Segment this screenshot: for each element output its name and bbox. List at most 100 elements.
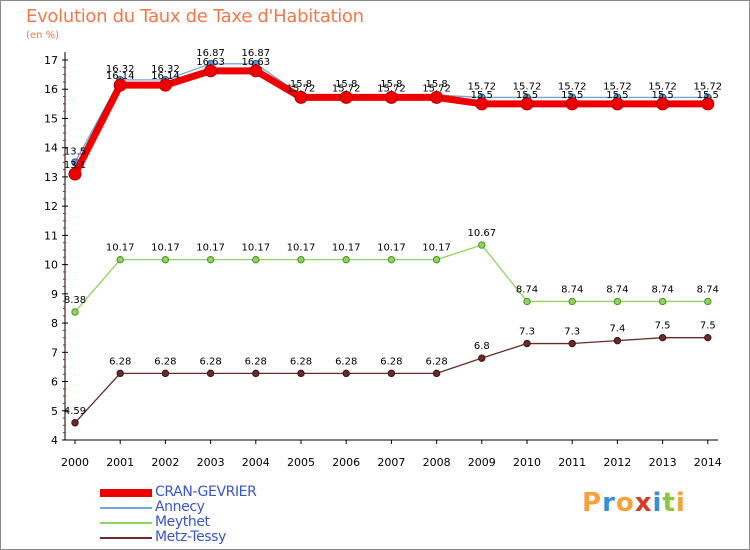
y-tick-label: 7 bbox=[51, 346, 58, 359]
y-tick-label: 4 bbox=[51, 434, 58, 447]
annecy-data-label: 16.87 bbox=[196, 48, 225, 59]
meythet-line bbox=[74, 244, 708, 313]
metz-tessy-data-label: 6.28 bbox=[245, 356, 267, 367]
logo-letter: o bbox=[615, 488, 635, 518]
meythet-point bbox=[116, 255, 124, 264]
y-tick-label: 15 bbox=[44, 112, 58, 125]
annecy-data-label: 15.8 bbox=[380, 79, 402, 90]
meythet-point bbox=[523, 297, 531, 306]
legend-label: Annecy bbox=[155, 499, 205, 515]
cran-gevrier-data-label: 15.72 bbox=[422, 83, 451, 94]
x-tick-label: 2002 bbox=[151, 456, 179, 469]
cran-gevrier-point bbox=[294, 90, 308, 104]
meythet-data-label: 10.17 bbox=[196, 243, 225, 254]
meythet-point bbox=[161, 255, 170, 264]
x-tick-label: 2006 bbox=[332, 456, 360, 469]
cran-gevrier-point bbox=[113, 78, 127, 92]
metz-tessy-data-label: 6.28 bbox=[380, 356, 402, 367]
metz-tessy-point bbox=[568, 339, 576, 348]
cran-gevrier-point bbox=[520, 97, 534, 111]
cran-gevrier-point bbox=[249, 64, 263, 78]
x-tick-label: 2003 bbox=[197, 456, 225, 469]
metz-tessy-point bbox=[658, 333, 667, 342]
line-chart: 4 5 6 7 8 9 10 11 12 13 14 15 16 17 2000 2001 2002 2003 20… bbox=[44, 48, 722, 469]
legend-swatch bbox=[100, 488, 152, 497]
cran-gevrier-data-label: 15.5 bbox=[651, 90, 673, 101]
logo-letter: t bbox=[662, 488, 676, 518]
legend-item: Metz-Tessy bbox=[100, 530, 256, 545]
meythet-data-label: 8.74 bbox=[651, 284, 673, 295]
metz-tessy-data-label: 7.3 bbox=[519, 327, 535, 338]
x-tick-label: 2001 bbox=[106, 456, 134, 469]
annecy-data-label: 13.5 bbox=[64, 146, 86, 157]
meythet-data-label: 8.74 bbox=[561, 284, 583, 295]
x-tick-label: 2007 bbox=[377, 456, 405, 469]
metz-tessy-data-label: 6.28 bbox=[109, 356, 131, 367]
metz-tessy-data-label: 6.8 bbox=[474, 341, 490, 352]
x-tick-label: 2012 bbox=[603, 456, 631, 469]
y-tick-label: 6 bbox=[51, 376, 58, 389]
logo-letter: i bbox=[652, 488, 663, 518]
metz-tessy-point bbox=[206, 369, 215, 378]
chart-series bbox=[68, 59, 715, 427]
legend-swatch bbox=[100, 521, 152, 524]
meythet-data-label: 10.17 bbox=[106, 243, 135, 254]
meythet-data-label: 10.17 bbox=[422, 243, 451, 254]
cran-gevrier-data-label: 16.63 bbox=[241, 57, 270, 68]
legend-label: Meythet bbox=[155, 514, 210, 530]
annecy-data-label: 16.32 bbox=[151, 64, 180, 75]
metz-tessy-point bbox=[161, 369, 170, 378]
meythet-point bbox=[342, 255, 350, 264]
meythet-data-label: 8.38 bbox=[64, 295, 86, 306]
legend-swatch bbox=[100, 506, 152, 509]
meythet-data-label: 8.74 bbox=[516, 284, 538, 295]
legend-item: CRAN-GEVRIER bbox=[100, 485, 257, 500]
chart-title: Evolution du Taux de Taxe d'Habitation bbox=[26, 6, 364, 27]
y-tick-label: 10 bbox=[44, 259, 58, 272]
chart-unit-label: (en %) bbox=[26, 30, 59, 41]
annecy-data-label: 15.72 bbox=[467, 81, 496, 92]
x-tick-label: 2010 bbox=[513, 456, 541, 469]
y-tick-label: 12 bbox=[44, 200, 58, 213]
metz-tessy-point bbox=[297, 369, 305, 378]
meythet-data-label: 10.17 bbox=[241, 243, 270, 254]
meythet-point bbox=[252, 255, 260, 264]
annecy-data-label: 15.72 bbox=[513, 81, 542, 92]
cran-gevrier-data-label: 15.5 bbox=[516, 90, 538, 101]
metz-tessy-point bbox=[478, 354, 486, 362]
meythet-point bbox=[568, 297, 576, 306]
cran-gevrier-point bbox=[204, 64, 218, 78]
metz-tessy-point bbox=[116, 369, 124, 378]
cran-gevrier-data-label: 15.5 bbox=[561, 90, 583, 101]
cran-gevrier-data-label: 15.5 bbox=[471, 90, 493, 101]
metz-tessy-data-label: 6.28 bbox=[290, 356, 312, 367]
cran-gevrier-data-label: 16.14 bbox=[151, 71, 180, 82]
x-tick-label: 2000 bbox=[61, 456, 89, 469]
metz-tessy-point bbox=[704, 333, 712, 342]
meythet-data-label: 10.17 bbox=[287, 243, 316, 254]
meythet-point bbox=[658, 297, 667, 306]
cran-gevrier-data-label: 13.1 bbox=[64, 160, 86, 171]
meythet-point bbox=[387, 255, 396, 264]
meythet-data-label: 10.17 bbox=[332, 243, 361, 254]
cran-gevrier-point bbox=[68, 167, 82, 181]
y-tick-label: 9 bbox=[51, 288, 58, 301]
x-tick-label: 2005 bbox=[287, 456, 315, 469]
metz-tessy-data-label: 7.3 bbox=[564, 327, 580, 338]
metz-tessy-point bbox=[71, 419, 79, 427]
cran-gevrier-point bbox=[701, 97, 715, 111]
cran-gevrier-point bbox=[158, 78, 172, 92]
legend-label: Metz-Tessy bbox=[155, 529, 226, 545]
legend-item: Annecy bbox=[100, 500, 256, 515]
metz-tessy-data-label: 6.28 bbox=[199, 356, 221, 367]
metz-tessy-point bbox=[342, 369, 350, 378]
cran-gevrier-point bbox=[610, 97, 624, 111]
metz-tessy-point bbox=[252, 369, 260, 378]
x-tick-label: 2014 bbox=[694, 456, 722, 469]
metz-tessy-point bbox=[387, 369, 396, 378]
y-tick-label: 8 bbox=[51, 317, 58, 330]
cran-gevrier-point bbox=[565, 97, 579, 111]
metz-tessy-data-label: 6.28 bbox=[154, 356, 176, 367]
metz-tessy-point bbox=[523, 339, 531, 348]
y-tick-label: 14 bbox=[44, 142, 58, 155]
